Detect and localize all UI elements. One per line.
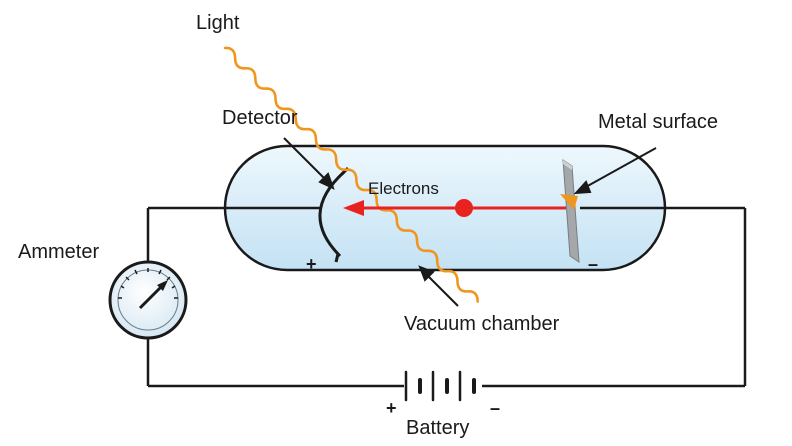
vacuum-chamber-pointer (425, 273, 459, 307)
vacuum-chamber-label: Vacuum chamber (404, 313, 560, 335)
metal-plate (562, 159, 580, 263)
battery-plus-sign: + (386, 398, 397, 418)
metal-minus-sign: – (588, 254, 598, 274)
electron-arrowhead (343, 200, 364, 216)
electron (455, 199, 473, 217)
ammeter-scale (118, 268, 178, 299)
light-wave (223, 46, 479, 303)
battery-minus-sign: – (490, 398, 500, 418)
detector-label: Detector (222, 107, 298, 129)
battery (404, 370, 476, 402)
light-arrowhead (560, 194, 578, 210)
light-label: Light (196, 12, 240, 34)
metal-surface-label: Metal surface (598, 111, 718, 133)
ammeter-label: Ammeter (18, 241, 99, 263)
detector-tip-bottom (334, 253, 340, 263)
ammeter (108, 260, 188, 340)
battery-label: Battery (406, 417, 469, 439)
detector-plate (318, 170, 346, 258)
detector-pointer (283, 137, 329, 183)
detector-plus-sign: + (306, 254, 317, 274)
electrons-label: Electrons (368, 179, 439, 198)
pointer-arrows (283, 137, 657, 307)
metal-surface-pointer (583, 147, 657, 189)
